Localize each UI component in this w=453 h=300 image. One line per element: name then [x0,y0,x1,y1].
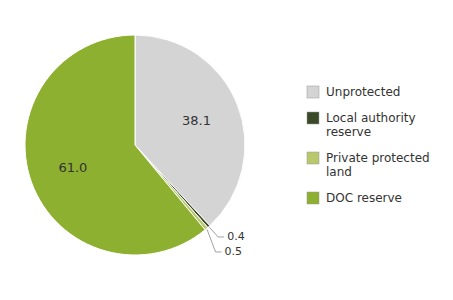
data-labels: 38.1 61.0 0.4 0.5 [58,113,244,258]
chart: 38.1 61.0 0.4 0.5 Unprotected Local authority… [0,0,453,300]
legend-swatch [307,112,319,124]
data-label: 0.4 [227,230,245,243]
legend-swatch [307,192,319,204]
leader-line [207,229,221,252]
data-label: 0.5 [225,245,243,258]
legend-label: DOC reserve [326,191,402,205]
leader-line [209,227,224,237]
legend-label: Local authorityreserve [326,111,416,139]
legend: Unprotected Local authorityreserve Private… [307,85,430,205]
legend-swatch [307,152,319,164]
legend-swatch [307,86,319,98]
legend-label: Unprotected [326,85,400,99]
legend-label: Private protectedland [326,151,430,179]
slices [25,35,245,255]
pie-slice [25,35,205,255]
data-label: 38.1 [182,113,211,128]
data-label: 61.0 [58,160,87,175]
